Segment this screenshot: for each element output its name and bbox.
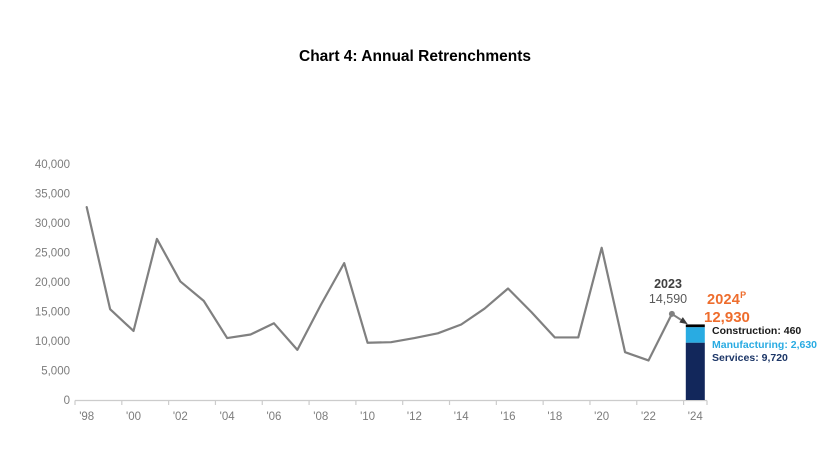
bar-2024-segment-construction	[685, 324, 705, 328]
annotation-2024-year-text: 2024	[707, 291, 741, 308]
x-axis-tick-label: '02	[173, 411, 188, 423]
x-axis-tick-label: '04	[220, 411, 236, 423]
retrenchments-line	[85, 205, 673, 362]
x-axis-tick-label: '18	[547, 411, 562, 423]
x-axis-tick-label: '22	[641, 411, 656, 423]
sector-breakdown-labels: Construction: 460 Manufacturing: 2,630 S…	[712, 325, 817, 366]
y-axis-tick-label: 20,000	[35, 277, 70, 289]
annotation-2024-preliminary-flag: P	[740, 290, 747, 300]
y-axis-tick-label: 15,000	[35, 307, 70, 319]
y-axis-tick-label: 10,000	[35, 336, 70, 348]
manufacturing-label: Manufacturing: 2,630	[712, 338, 818, 351]
bar-2024-segment-manufacturing	[685, 327, 705, 343]
y-axis-tick-label: 5,000	[41, 366, 70, 378]
x-axis-tick-label: '12	[407, 411, 422, 423]
annotation-2023-year: 2023	[654, 277, 682, 291]
y-axis-tick-label: 35,000	[35, 189, 70, 201]
y-axis-tick-label: 0	[64, 395, 70, 407]
services-label: Services: 9,720	[712, 352, 788, 364]
x-axis-tick-label: '08	[313, 411, 328, 423]
y-axis-tick-label: 40,000	[35, 159, 70, 171]
arrowhead	[679, 317, 688, 325]
annotation-2024-year: 2024P	[704, 286, 750, 309]
annotation-2023: 2023 14,590	[639, 277, 697, 306]
x-axis-tick-label: '16	[501, 411, 516, 423]
y-axis-tick-label: 25,000	[35, 248, 70, 260]
x-axis-tick-label: '06	[266, 411, 281, 423]
annotation-2023-value: 14,590	[648, 291, 688, 306]
x-axis-tick-label: '00	[126, 411, 141, 423]
bar-2024-segment-services	[685, 342, 705, 400]
chart-title: Chart 4: Annual Retrenchments	[299, 48, 531, 65]
x-axis-tick-label: '98	[79, 411, 94, 423]
x-axis-tick-label: '10	[360, 411, 375, 423]
x-axis-tick-label: '20	[594, 411, 609, 423]
y-axis-tick-label: 30,000	[35, 218, 70, 230]
construction-label: Construction: 460	[712, 325, 802, 337]
x-axis-tick-label: '24	[688, 411, 704, 423]
annotation-2024-value: 12,930	[704, 308, 750, 326]
annotation-2024: 2024P 12,930	[704, 286, 750, 327]
x-axis-tick-label: '14	[454, 411, 470, 423]
